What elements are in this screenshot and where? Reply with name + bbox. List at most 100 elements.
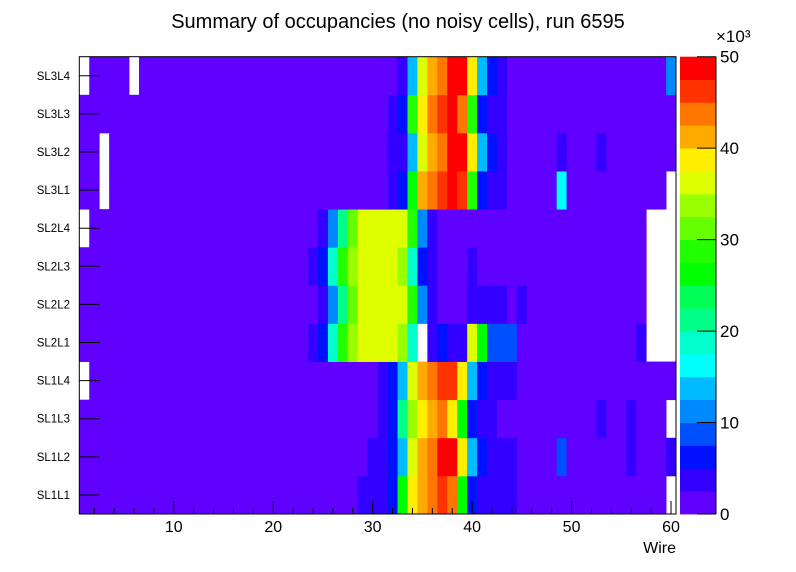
heatmap-cell: [357, 285, 369, 324]
heatmap-cell: [407, 94, 418, 134]
heatmap-cell: [447, 132, 458, 172]
heatmap-cell: [576, 285, 587, 324]
heatmap-cell: [357, 399, 369, 439]
heatmap-cell: [417, 209, 428, 248]
heatmap-cell: [586, 94, 597, 134]
heatmap-cell: [208, 171, 219, 210]
heatmap-cell: [327, 209, 339, 248]
heatmap-cell: [387, 323, 398, 362]
heatmap-cell: [317, 361, 329, 401]
x-axis: 10 20 30 40 50 60: [93, 501, 680, 536]
heatmap-cell: [467, 171, 478, 210]
heatmap-cell: [447, 56, 458, 96]
heatmap-cell: [258, 209, 269, 248]
heatmap-cell: [138, 209, 150, 248]
heatmap-cell: [238, 285, 249, 324]
heatmap-cell: [308, 437, 319, 477]
heatmap-cell: [487, 285, 498, 324]
heatmap-cell: [626, 94, 637, 134]
heatmap-cell: [109, 475, 120, 515]
heatmap-cell: [337, 437, 349, 477]
y-tick-label: SL3L2: [37, 147, 70, 159]
heatmap-cell: [526, 323, 538, 362]
heatmap-cell: [278, 56, 289, 96]
heatmap-cell: [298, 132, 309, 172]
heatmap-cell: [238, 475, 249, 515]
heatmap-cell: [616, 171, 627, 210]
heatmap-cell: [138, 475, 150, 515]
heatmap-cell: [467, 361, 478, 401]
heatmap-cell: [178, 399, 190, 439]
heatmap-cell: [337, 475, 349, 515]
heatmap-cell: [656, 171, 667, 210]
heatmap-cell: [516, 437, 528, 477]
heatmap-cell: [99, 475, 110, 515]
heatmap-cell: [148, 171, 160, 210]
heatmap-cell: [158, 94, 170, 134]
heatmap-cell: [566, 132, 577, 172]
heatmap-cell: [646, 94, 657, 134]
heatmap-cell: [198, 437, 209, 477]
heatmap-cell: [278, 285, 289, 324]
heatmap-cell: [109, 94, 120, 134]
heatmap-cell: [417, 285, 428, 324]
heatmap-cell: [148, 94, 160, 134]
heatmap-cell: [407, 171, 418, 210]
heatmap-cell: [496, 361, 508, 401]
y-tick-label: SL3L1: [37, 185, 70, 197]
heatmap-cell: [218, 171, 229, 210]
heatmap-cell: [119, 399, 130, 439]
heatmap-cell: [377, 209, 388, 248]
heatmap-cell: [506, 209, 518, 248]
heatmap-cell: [457, 437, 468, 477]
heatmap-cell: [308, 171, 319, 210]
color-scale-tick-label: 30: [720, 231, 739, 250]
heatmap-cell: [656, 399, 667, 439]
heatmap-cell: [626, 323, 637, 362]
heatmap-cell: [337, 56, 349, 96]
heatmap-cell: [347, 361, 359, 401]
heatmap-cell: [586, 171, 597, 210]
heatmap-cell: [218, 361, 229, 401]
heatmap-cell: [496, 285, 508, 324]
heatmap-cell: [367, 399, 379, 439]
heatmap-cell: [417, 56, 428, 96]
heatmap-cell: [487, 247, 498, 286]
heatmap-cell: [477, 285, 488, 324]
heatmap-cell: [357, 94, 369, 134]
heatmap-cell: [168, 132, 180, 172]
heatmap-cell: [447, 475, 458, 515]
heatmap-cell: [407, 209, 418, 248]
heatmap-cell: [119, 361, 130, 401]
heatmap-cell: [576, 209, 587, 248]
heatmap-cell: [168, 247, 180, 286]
heatmap-cell: [407, 475, 418, 515]
heatmap-cell: [516, 399, 528, 439]
heatmap-cell: [178, 437, 190, 477]
heatmap-cell: [546, 56, 558, 96]
heatmap-cell: [437, 56, 448, 96]
heatmap-cell: [377, 94, 388, 134]
heatmap-cell: [377, 56, 388, 96]
heatmap-cell: [188, 247, 200, 286]
heatmap-cell: [208, 437, 219, 477]
heatmap-cell: [606, 171, 617, 210]
heatmap-cell: [148, 285, 160, 324]
heatmap-cell: [268, 171, 279, 210]
heatmap-cell: [347, 323, 359, 362]
heatmap-cell: [666, 94, 677, 134]
heatmap-cell: [586, 285, 597, 324]
heatmap-cell: [347, 56, 359, 96]
heatmap-cell: [457, 247, 468, 286]
heatmap-cell: [457, 361, 468, 401]
heatmap-cell: [337, 132, 349, 172]
heatmap-cell: [646, 56, 657, 96]
heatmap-cell: [467, 437, 478, 477]
color-scale-swatch: [680, 262, 716, 286]
heatmap-cell: [576, 94, 587, 134]
heatmap-cell: [238, 247, 249, 286]
heatmap-cell: [536, 399, 548, 439]
heatmap-cell: [556, 475, 568, 515]
heatmap-cell: [278, 475, 289, 515]
heatmap-cell: [496, 171, 508, 210]
